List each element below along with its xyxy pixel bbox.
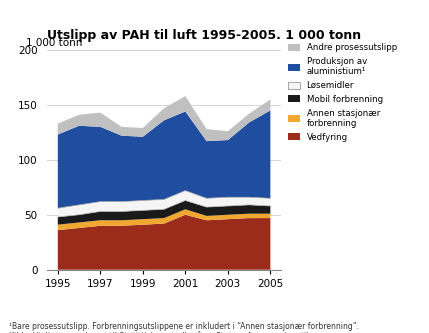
Text: ¹Bare prosessutslipp. Forbrenningsutslippene er inkludert i “Annen stasjonær for: ¹Bare prosessutslipp. Forbrenningsutslip… xyxy=(9,322,359,331)
Text: Utslipp av PAH til luft 1995-2005. 1 000 tonn: Utslipp av PAH til luft 1995-2005. 1 000… xyxy=(47,29,361,42)
Text: 1 000 tonn: 1 000 tonn xyxy=(26,38,82,48)
Text: Kilde: Utslippsregnskapet til Statistisk sentralbyrå og Statens forurensningstil: Kilde: Utslippsregnskapet til Statistisk… xyxy=(9,331,324,333)
Legend: Andre prosessutslipp, Produksjon av
aluministium¹, Løsemidler, Mobil forbrenning: Andre prosessutslipp, Produksjon av alum… xyxy=(287,43,397,142)
